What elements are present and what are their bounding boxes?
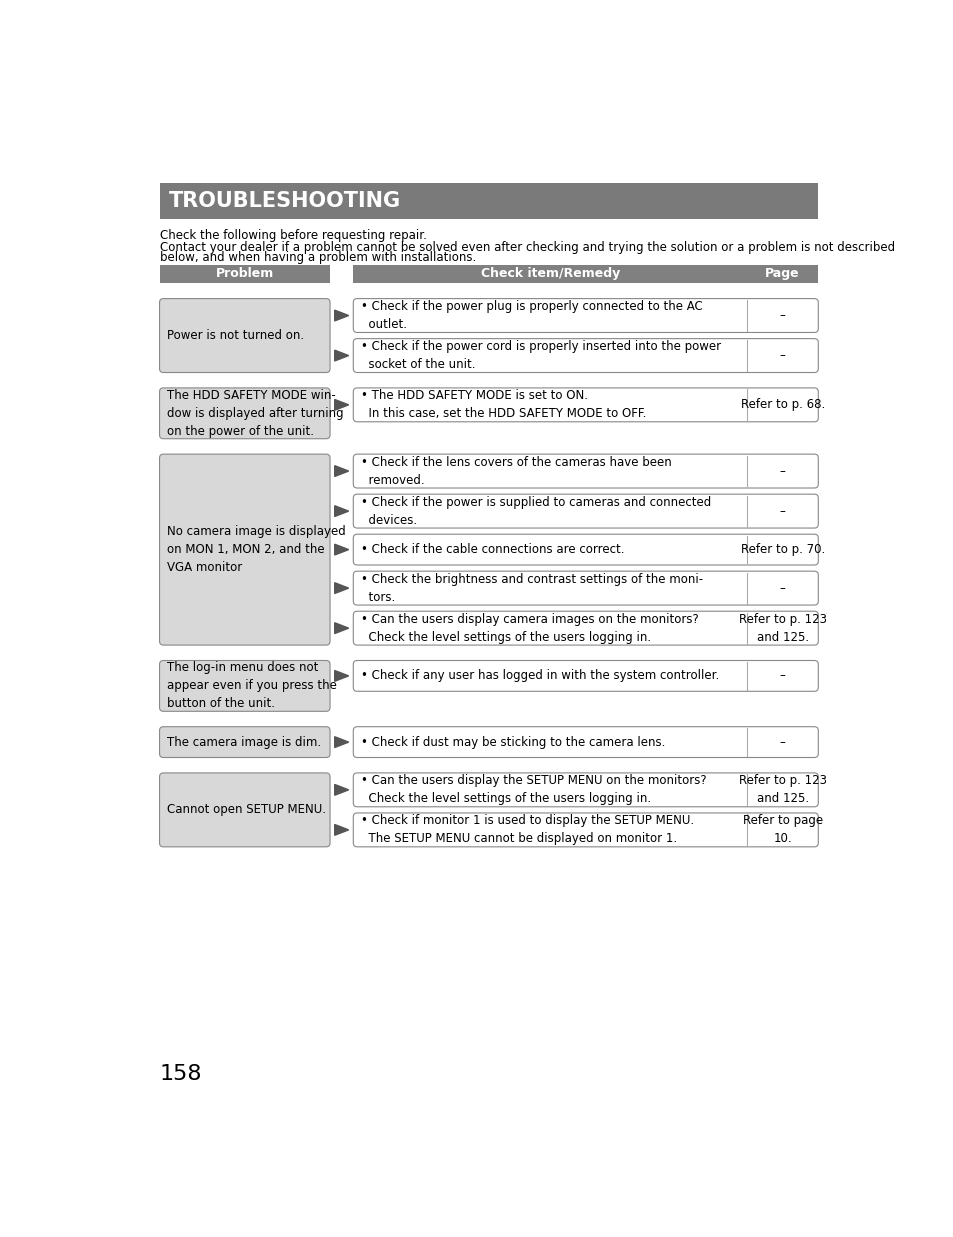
Text: Problem: Problem (215, 267, 274, 281)
Polygon shape (335, 784, 348, 795)
FancyBboxPatch shape (159, 388, 330, 439)
Text: • Check if the power is supplied to cameras and connected
  devices.: • Check if the power is supplied to came… (360, 496, 711, 527)
Text: Power is not turned on.: Power is not turned on. (167, 329, 304, 343)
Polygon shape (335, 310, 348, 320)
FancyBboxPatch shape (353, 494, 818, 528)
Text: Cannot open SETUP MENU.: Cannot open SETUP MENU. (167, 803, 326, 816)
FancyBboxPatch shape (353, 726, 818, 757)
Text: • Check if the power plug is properly connected to the AC
  outlet.: • Check if the power plug is properly co… (360, 301, 702, 332)
Text: Refer to p. 70.: Refer to p. 70. (740, 543, 824, 557)
FancyBboxPatch shape (353, 454, 818, 489)
FancyBboxPatch shape (353, 773, 818, 807)
Polygon shape (335, 544, 348, 555)
FancyBboxPatch shape (353, 661, 818, 691)
Text: No camera image is displayed
on MON 1, MON 2, and the
VGA monitor: No camera image is displayed on MON 1, M… (167, 526, 346, 574)
Polygon shape (335, 506, 348, 517)
Text: • Check if the lens covers of the cameras have been
  removed.: • Check if the lens covers of the camera… (360, 455, 671, 486)
Text: • Check the brightness and contrast settings of the moni-
  tors.: • Check the brightness and contrast sett… (360, 573, 702, 604)
Text: Refer to p. 123
and 125.: Refer to p. 123 and 125. (738, 774, 826, 805)
FancyBboxPatch shape (159, 773, 330, 847)
Text: 158: 158 (159, 1064, 202, 1084)
Text: • Check if the cable connections are correct.: • Check if the cable connections are cor… (360, 543, 624, 557)
Text: Check the following before requesting repair.: Check the following before requesting re… (159, 229, 426, 242)
Text: –: – (779, 465, 784, 477)
FancyBboxPatch shape (353, 534, 818, 565)
Text: • Check if dust may be sticking to the camera lens.: • Check if dust may be sticking to the c… (360, 736, 665, 748)
Polygon shape (335, 737, 348, 747)
Bar (353, 265, 818, 283)
Text: • Check if any user has logged in with the system controller.: • Check if any user has logged in with t… (360, 669, 719, 683)
Text: • The HDD SAFETY MODE is set to ON.
  In this case, set the HDD SAFETY MODE to O: • The HDD SAFETY MODE is set to ON. In t… (360, 390, 646, 421)
FancyBboxPatch shape (159, 726, 330, 757)
Text: Page: Page (764, 267, 800, 281)
FancyBboxPatch shape (353, 571, 818, 605)
Text: –: – (779, 349, 784, 362)
Text: The HDD SAFETY MODE win-
dow is displayed after turning
on the power of the unit: The HDD SAFETY MODE win- dow is displaye… (167, 388, 344, 438)
Polygon shape (335, 583, 348, 594)
FancyBboxPatch shape (159, 454, 330, 644)
FancyBboxPatch shape (353, 339, 818, 372)
Text: • Check if monitor 1 is used to display the SETUP MENU.
  The SETUP MENU cannot : • Check if monitor 1 is used to display … (360, 814, 694, 845)
FancyBboxPatch shape (353, 813, 818, 847)
FancyBboxPatch shape (353, 298, 818, 333)
FancyBboxPatch shape (159, 661, 330, 711)
Polygon shape (335, 465, 348, 476)
Text: Refer to p. 68.: Refer to p. 68. (740, 398, 824, 412)
FancyBboxPatch shape (353, 388, 818, 422)
Bar (159, 265, 330, 283)
Polygon shape (335, 825, 348, 835)
Text: Check item/Remedy: Check item/Remedy (480, 267, 619, 281)
FancyBboxPatch shape (353, 611, 818, 644)
FancyBboxPatch shape (159, 298, 330, 372)
Text: The log-in menu does not
appear even if you press the
button of the unit.: The log-in menu does not appear even if … (167, 662, 336, 710)
Polygon shape (335, 622, 348, 633)
Bar (159, 183, 818, 219)
Text: Refer to page
10.: Refer to page 10. (741, 814, 821, 845)
Text: –: – (779, 309, 784, 322)
Polygon shape (335, 670, 348, 682)
Text: • Can the users display the SETUP MENU on the monitors?
  Check the level settin: • Can the users display the SETUP MENU o… (360, 774, 706, 805)
Text: Contact your dealer if a problem cannot be solved even after checking and trying: Contact your dealer if a problem cannot … (159, 241, 894, 254)
Text: TROUBLESHOOTING: TROUBLESHOOTING (169, 190, 400, 210)
Text: The camera image is dim.: The camera image is dim. (167, 736, 321, 748)
Text: –: – (779, 736, 784, 748)
Polygon shape (335, 350, 348, 361)
Text: • Check if the power cord is properly inserted into the power
  socket of the un: • Check if the power cord is properly in… (360, 340, 720, 371)
Text: below, and when having a problem with installations.: below, and when having a problem with in… (159, 251, 476, 263)
Text: –: – (779, 581, 784, 595)
Text: –: – (779, 669, 784, 683)
Text: • Can the users display camera images on the monitors?
  Check the level setting: • Can the users display camera images on… (360, 612, 698, 643)
Text: –: – (779, 505, 784, 517)
Polygon shape (335, 400, 348, 411)
Text: Refer to p. 123
and 125.: Refer to p. 123 and 125. (738, 612, 826, 643)
